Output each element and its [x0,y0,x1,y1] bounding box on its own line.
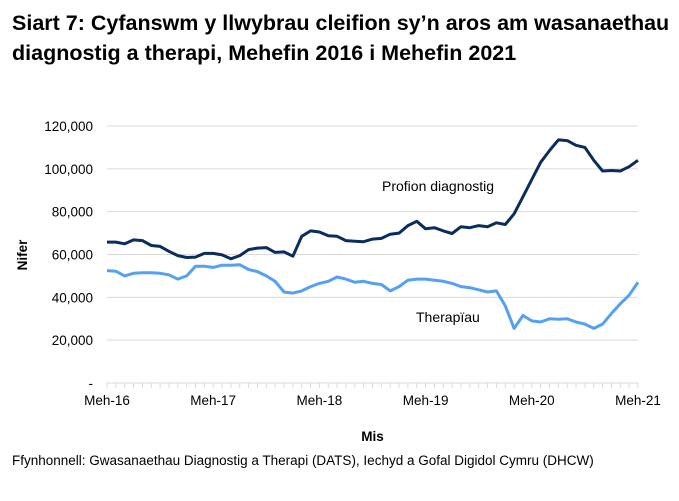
x-tick-label: Meh-19 [403,393,449,408]
y-tick-label: 120,000 [44,119,93,134]
x-tick-label: Meh-18 [297,393,343,408]
x-tick-label: Meh-16 [84,393,130,408]
y-tick-label: 100,000 [44,162,93,177]
series-line-profion-diagnostig [107,138,639,261]
series-line-therapiau [106,263,640,330]
y-axis-title: Nifer [15,239,30,271]
x-tick-label: Meh-21 [615,393,661,408]
x-axis-title: Mis [361,429,384,444]
chart-title: Siart 7: Cyfanswm y llwybrau cleifion sy… [12,11,670,65]
y-tick-label: 80,000 [52,205,93,220]
source-note: Ffynhonnell: Gwasanaethau Diagnostig a T… [12,453,594,468]
y-tick-label: 20,000 [52,333,93,348]
y-tick-label: 60,000 [52,248,93,263]
series-label-profion-diagnostig: Profion diagnostig [382,178,494,194]
x-tick-label: Meh-20 [509,393,555,408]
y-tick-label: - [89,376,94,391]
series-label-therapiau: Therapïau [416,309,480,325]
x-tick-label: Meh-17 [190,393,236,408]
y-tick-label: 40,000 [52,290,93,305]
